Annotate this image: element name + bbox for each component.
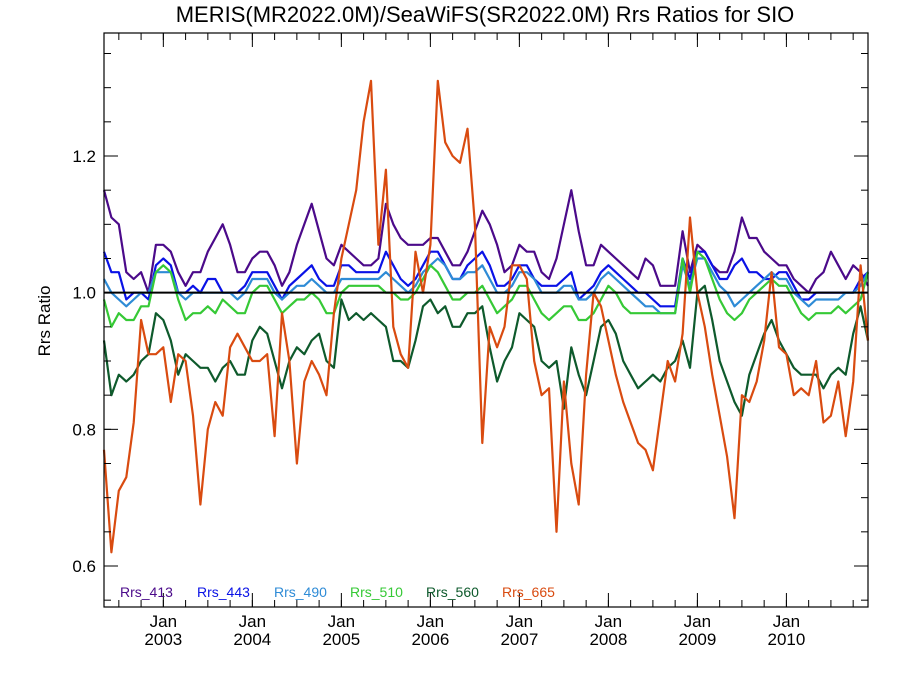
legend-entry-rrs-665: Rrs_665 [502, 584, 555, 600]
x-tick-label-year: 2009 [678, 630, 716, 649]
x-tick-label-year: 2010 [767, 630, 805, 649]
y-axis-label: Rrs Ratio [35, 286, 54, 357]
x-tick-label-month: Jan [239, 612, 266, 631]
legend-entry-rrs-560: Rrs_560 [426, 584, 479, 600]
x-tick-label-year: 2004 [233, 630, 271, 649]
x-tick-label-month: Jan [684, 612, 711, 631]
x-tick-label-year: 2007 [500, 630, 538, 649]
chart-title: MERIS(MR2022.0M)/SeaWiFS(SR2022.0M) Rrs … [176, 2, 795, 27]
plot-frame [103, 32, 869, 608]
y-tick-label: 1.0 [72, 284, 96, 303]
x-tick-label-month: Jan [328, 612, 355, 631]
series-line-rrs-665 [102, 79, 870, 554]
x-tick-label-year: 2003 [144, 630, 182, 649]
y-tick-label: 0.6 [72, 557, 96, 576]
legend-entry-rrs-413: Rrs_413 [120, 584, 173, 600]
x-tick-label-month: Jan [150, 612, 177, 631]
x-tick-label-year: 2006 [411, 630, 449, 649]
legend-entry-rrs-510: Rrs_510 [350, 584, 403, 600]
series-line-rrs-413 [102, 189, 869, 294]
x-tick-label-month: Jan [595, 612, 622, 631]
axes-group: 0.60.81.01.2Jan2003Jan2004Jan2005Jan2006… [72, 32, 869, 649]
legend-entry-rrs-443: Rrs_443 [197, 584, 250, 600]
legend-entry-rrs-490: Rrs_490 [274, 584, 327, 600]
x-tick-label-month: Jan [417, 612, 444, 631]
y-tick-label: 0.8 [72, 420, 96, 439]
legend: Rrs_413 Rrs_443 Rrs_490 Rrs_510 Rrs_560 Rrs_6… [120, 584, 555, 600]
x-tick-label-year: 2008 [589, 630, 627, 649]
series-line-rrs-443 [102, 250, 869, 308]
x-tick-label-month: Jan [506, 612, 533, 631]
y-tick-label: 1.2 [72, 147, 96, 166]
x-tick-label-year: 2005 [322, 630, 360, 649]
x-tick-label-month: Jan [773, 612, 800, 631]
series-line-rrs-490 [103, 257, 869, 315]
series-group [102, 79, 870, 554]
